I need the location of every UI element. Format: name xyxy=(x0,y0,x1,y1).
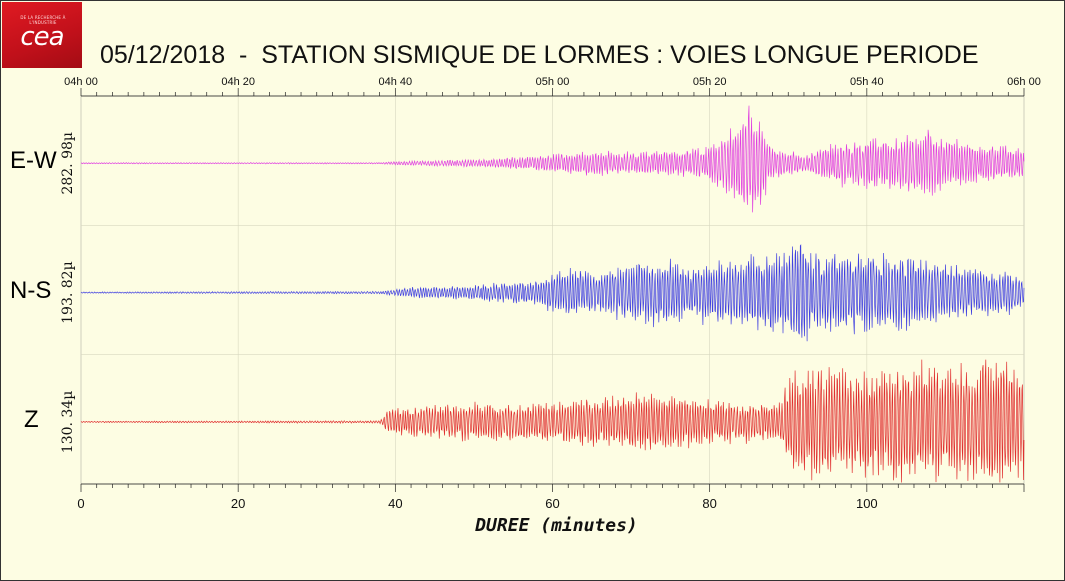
top-axis-tick-label: 04h 20 xyxy=(221,76,255,88)
trace-label-n-s: N-S xyxy=(10,276,52,304)
x-tick-label: 80 xyxy=(702,496,716,511)
amplitude-scale-label: 130. 34µ xyxy=(60,391,76,454)
amplitude-scale-label: 282. 98µ xyxy=(60,132,76,195)
logo-tagline: DE LA RECHERCHE À L'INDUSTRIE xyxy=(20,15,66,25)
x-axis-label: DUREE (minutes) xyxy=(474,515,638,536)
trace-label-e-w: E-W xyxy=(10,147,57,175)
x-tick-label: 60 xyxy=(545,496,559,511)
cea-logo: DE LA RECHERCHE À L'INDUSTRIE cea xyxy=(2,2,82,68)
logo-text: cea xyxy=(20,22,64,52)
top-axis-tick-label: 05h 40 xyxy=(850,76,884,88)
amplitude-scale-label: 193. 82µ xyxy=(60,261,76,324)
top-axis-tick-label: 04h 00 xyxy=(64,76,98,88)
top-axis-tick-label: 06h 00 xyxy=(1007,76,1041,88)
top-axis-tick-label: 05h 20 xyxy=(693,76,727,88)
trace-n-s xyxy=(80,244,1025,342)
trace-e-w xyxy=(80,105,1025,213)
x-tick-label: 20 xyxy=(231,496,245,511)
top-axis-tick-label: 04h 40 xyxy=(379,76,413,88)
top-axis-tick-label: 05h 00 xyxy=(536,76,570,88)
x-tick-label: 40 xyxy=(388,496,402,511)
chart-title: 05/12/2018 - STATION SISMIQUE DE LORMES … xyxy=(100,41,979,69)
x-tick-label: 100 xyxy=(856,496,878,511)
trace-z xyxy=(80,359,1025,483)
trace-label-z: Z xyxy=(24,405,39,433)
x-tick-label: 0 xyxy=(77,496,84,511)
